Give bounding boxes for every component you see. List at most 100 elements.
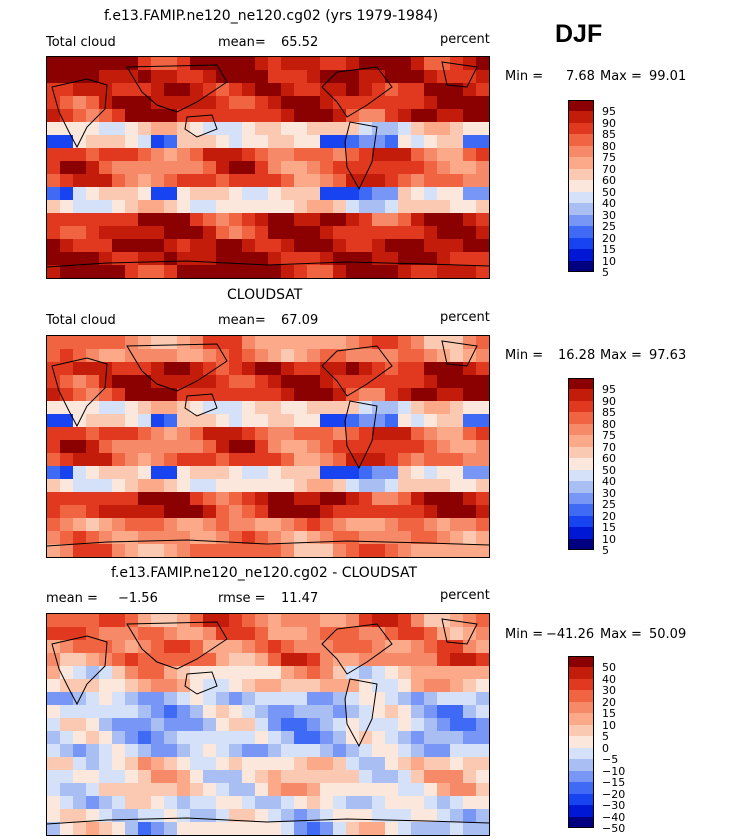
map-cell bbox=[385, 239, 399, 253]
map-cell bbox=[112, 135, 126, 149]
map-cell bbox=[268, 349, 282, 363]
map-cell bbox=[177, 544, 191, 557]
continent-outline bbox=[344, 121, 378, 191]
map-cell bbox=[164, 666, 178, 680]
map-cell bbox=[411, 109, 425, 123]
map-cell bbox=[60, 239, 74, 253]
map-cell bbox=[138, 96, 152, 110]
map-cell bbox=[229, 627, 243, 641]
map-cell bbox=[281, 531, 295, 545]
map-cell bbox=[112, 427, 126, 441]
map-cell bbox=[385, 265, 399, 278]
map-cell bbox=[177, 479, 191, 493]
map-cell bbox=[47, 614, 61, 628]
map-cell bbox=[216, 83, 230, 97]
map-cell bbox=[86, 57, 100, 71]
map-cell bbox=[398, 666, 412, 680]
map-cell bbox=[47, 440, 61, 454]
map-cell bbox=[216, 161, 230, 175]
map-cell bbox=[320, 349, 334, 363]
colorbar-swatch bbox=[568, 400, 594, 413]
map-cell bbox=[99, 783, 113, 797]
map-cell bbox=[73, 666, 87, 680]
map-cell bbox=[242, 148, 256, 162]
map-cell bbox=[60, 401, 74, 415]
map-cell bbox=[242, 414, 256, 428]
map-cell bbox=[164, 440, 178, 454]
mean-value: −1.56 bbox=[118, 591, 158, 606]
map-cell bbox=[86, 479, 100, 493]
map-cell bbox=[268, 226, 282, 240]
map-cell bbox=[268, 70, 282, 84]
map-cell bbox=[437, 226, 451, 240]
map-cell bbox=[47, 679, 61, 693]
map-cell bbox=[60, 679, 74, 693]
map-cell bbox=[177, 401, 191, 415]
map-cell bbox=[164, 518, 178, 532]
min-label: Min = bbox=[505, 627, 544, 642]
map-cell bbox=[437, 388, 451, 402]
map-cell bbox=[73, 822, 87, 835]
map-cell bbox=[307, 809, 321, 823]
map-cell bbox=[216, 265, 230, 278]
colorbar-tick-label: 85 bbox=[602, 128, 616, 142]
map-cell bbox=[47, 757, 61, 771]
map-cell bbox=[411, 57, 425, 71]
map-cell bbox=[151, 135, 165, 149]
map-cell bbox=[73, 505, 87, 519]
map-cell bbox=[424, 427, 438, 441]
map-cell bbox=[138, 213, 152, 227]
map-cell bbox=[463, 796, 477, 810]
map-cell bbox=[47, 822, 61, 835]
map-cell bbox=[450, 627, 464, 641]
map-cell bbox=[242, 718, 256, 732]
map-cell bbox=[268, 614, 282, 628]
map-cell bbox=[177, 213, 191, 227]
map-cell bbox=[203, 57, 217, 71]
map-cell bbox=[151, 161, 165, 175]
colorbar-swatch bbox=[568, 111, 594, 124]
map-cell bbox=[73, 213, 87, 227]
map-cell bbox=[463, 679, 477, 693]
map-cell bbox=[216, 783, 230, 797]
map-cell bbox=[47, 161, 61, 175]
map-cell bbox=[73, 440, 87, 454]
map-cell bbox=[385, 544, 399, 557]
map-cell bbox=[372, 705, 386, 719]
map-cell bbox=[60, 174, 74, 188]
map-cell bbox=[47, 627, 61, 641]
map-cell bbox=[216, 148, 230, 162]
map-cell bbox=[437, 161, 451, 175]
map-cell bbox=[281, 666, 295, 680]
map-cell bbox=[398, 362, 412, 376]
map-cell bbox=[424, 414, 438, 428]
mean-value: 65.52 bbox=[281, 35, 319, 50]
map-cell bbox=[346, 492, 360, 506]
map-cell bbox=[268, 200, 282, 214]
map-cell bbox=[151, 783, 165, 797]
map-cell bbox=[125, 187, 139, 201]
map-cell bbox=[398, 744, 412, 758]
map-cell bbox=[60, 505, 74, 519]
map-cell bbox=[320, 440, 334, 454]
map-cell bbox=[463, 388, 477, 402]
map-cell bbox=[398, 544, 412, 557]
map-cell bbox=[203, 161, 217, 175]
map-cell bbox=[151, 731, 165, 745]
map-cell bbox=[216, 427, 230, 441]
colorbar-tick-label: 80 bbox=[602, 417, 616, 431]
map-cell bbox=[411, 336, 425, 350]
map-cell bbox=[177, 375, 191, 389]
map-cell bbox=[450, 809, 464, 823]
mean-label: mean= bbox=[218, 313, 266, 328]
map-cell bbox=[255, 226, 269, 240]
map-cell bbox=[86, 679, 100, 693]
map-cell bbox=[229, 614, 243, 628]
map-cell bbox=[359, 135, 373, 149]
map-cell bbox=[398, 427, 412, 441]
map-cell bbox=[151, 57, 165, 71]
map-cell bbox=[255, 336, 269, 350]
max-label: Max = bbox=[600, 69, 642, 84]
map-cell bbox=[476, 83, 489, 97]
map-cell bbox=[73, 187, 87, 201]
